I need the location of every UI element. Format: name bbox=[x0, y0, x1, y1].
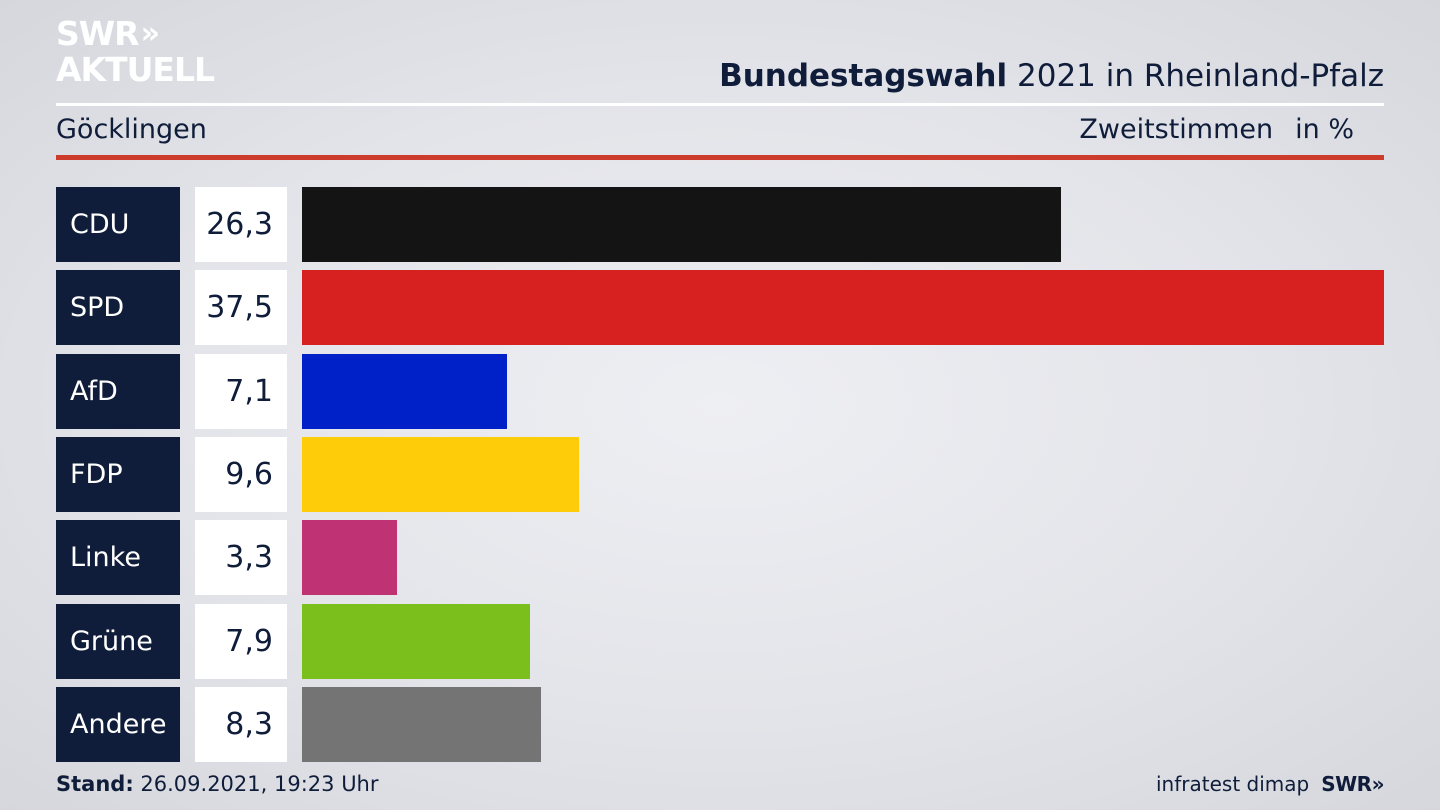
party-label: Andere bbox=[56, 686, 180, 762]
timestamp-label: Stand: bbox=[56, 772, 134, 796]
party-label: AfD bbox=[56, 353, 180, 429]
bar bbox=[302, 270, 1384, 346]
bar-row-grüne: Grüne 7,9 bbox=[56, 603, 1384, 679]
value-label: 8,3 bbox=[195, 686, 287, 762]
header-divider bbox=[56, 103, 1384, 106]
source-credit: infratest dimap SWR» bbox=[1156, 772, 1384, 796]
logo-chevron-icon: » bbox=[140, 16, 161, 51]
party-label: Linke bbox=[56, 520, 180, 596]
metric-label: Zweitstimmen in % bbox=[1079, 114, 1354, 145]
bar bbox=[302, 353, 507, 429]
party-label: Grüne bbox=[56, 603, 180, 679]
chart-title-rest: 2021 in Rheinland-Pfalz bbox=[1017, 58, 1384, 94]
bar bbox=[302, 686, 541, 762]
party-label: CDU bbox=[56, 187, 180, 262]
bar-row-spd: SPD 37,5 bbox=[56, 270, 1384, 346]
bar bbox=[302, 520, 397, 596]
logo-swr-text: SWR bbox=[56, 14, 140, 53]
chart-title: Bundestagswahl 2021 in Rheinland-Pfalz bbox=[719, 58, 1384, 94]
party-label: SPD bbox=[56, 270, 180, 346]
value-label: 37,5 bbox=[195, 270, 287, 346]
swr-aktuell-logo: SWR » AKTUELL bbox=[56, 14, 215, 89]
chart-title-bold: Bundestagswahl bbox=[719, 58, 1008, 94]
bar-row-andere: Andere 8,3 bbox=[56, 686, 1384, 762]
bar bbox=[302, 187, 1061, 262]
metric-unit: in % bbox=[1295, 114, 1354, 145]
value-label: 7,1 bbox=[195, 353, 287, 429]
value-label: 7,9 bbox=[195, 603, 287, 679]
bar-row-cdu: CDU 26,3 bbox=[56, 187, 1384, 262]
timestamp: Stand: 26.09.2021, 19:23 Uhr bbox=[56, 772, 379, 796]
swr-small-logo: SWR» bbox=[1321, 772, 1384, 796]
party-label: FDP bbox=[56, 436, 180, 512]
bar-row-linke: Linke 3,3 bbox=[56, 520, 1384, 596]
value-label: 9,6 bbox=[195, 436, 287, 512]
logo-aktuell-text: AKTUELL bbox=[56, 50, 215, 89]
source-name: infratest dimap bbox=[1156, 772, 1310, 796]
bar-row-afd: AfD 7,1 bbox=[56, 353, 1384, 429]
value-label: 3,3 bbox=[195, 520, 287, 596]
accent-divider bbox=[56, 155, 1384, 160]
bar-row-fdp: FDP 9,6 bbox=[56, 436, 1384, 512]
timestamp-value: 26.09.2021, 19:23 Uhr bbox=[140, 772, 379, 796]
bar bbox=[302, 436, 579, 512]
bar bbox=[302, 603, 530, 679]
metric-name: Zweitstimmen bbox=[1079, 114, 1274, 145]
value-label: 26,3 bbox=[195, 187, 287, 262]
location-label: Göcklingen bbox=[56, 114, 207, 145]
